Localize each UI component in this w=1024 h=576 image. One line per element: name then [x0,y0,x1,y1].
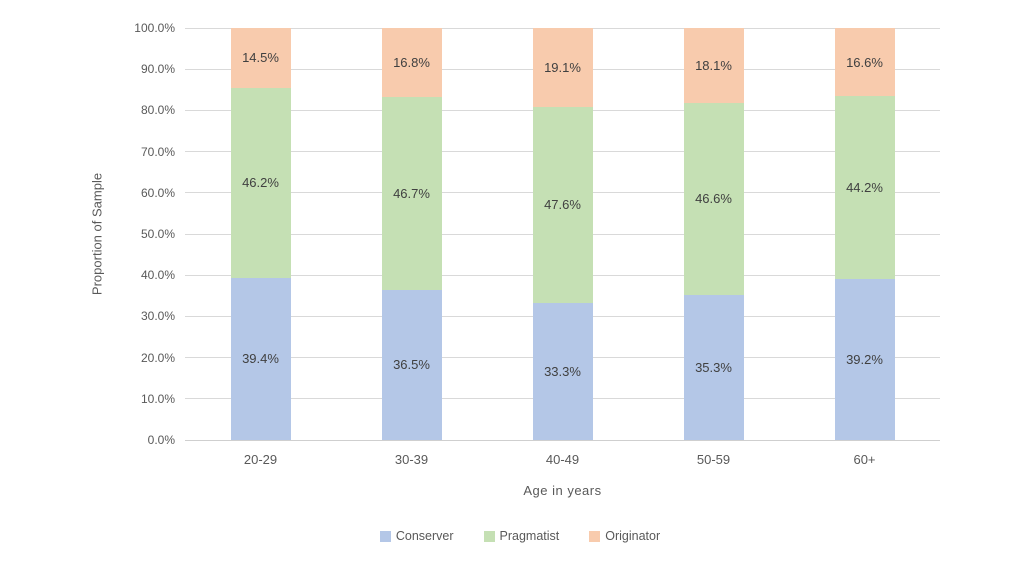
y-tick-label: 50.0% [140,227,175,241]
data-label: 47.6% [544,197,581,213]
segment-originator-50-59: 18.1% [683,28,744,103]
y-axis-title: Proportion of Sample [89,172,105,296]
segment-pragmatist-20-29: 46.2% [230,87,291,278]
x-tick-label-40-49: 40-49 [545,452,580,467]
segment-conserver-40-49: 33.3% [532,302,593,440]
y-tick-label: 70.0% [140,144,175,159]
data-label: 46.7% [393,185,430,201]
gridline [185,27,940,29]
data-label: 46.6% [695,191,732,207]
y-tick-label: 90.0% [140,62,175,77]
legend-swatch-icon [483,530,495,542]
legend-label: Originator [605,529,661,543]
segment-conserver-30-39: 36.5% [381,289,442,440]
data-label: 35.3% [695,359,732,375]
x-tick-label-30-39: 30-39 [394,452,429,467]
bar-50-59: 35.3% 46.6% 18.1% [683,28,744,440]
y-tick-label: 10.0% [140,391,175,406]
data-label: 16.6% [846,54,883,70]
data-label: 46.2% [242,175,279,191]
data-label: 39.4% [242,351,279,367]
y-tick-label: 40.0% [140,268,175,283]
data-label: 36.5% [393,357,430,373]
bar-30-39: 36.5% 46.7% 16.8% [381,28,442,440]
y-tick-label: 20.0% [140,350,175,365]
x-tick-label-50-59: 50-59 [696,452,731,467]
legend-item-originator: Originator [589,529,660,543]
bar-60-: 39.2% 44.2% 16.6% [834,28,895,440]
legend: Conserver Pragmatist Originator [100,529,940,543]
legend-item-pragmatist: Pragmatist [483,529,560,543]
x-axis-title: Age in years [523,483,602,498]
y-tick-label: 100.0% [134,21,175,35]
plot-area: 39.4% 46.2% 14.5% 36.5% 46.7% 16.8% 33.3% 47.6%… [185,27,940,441]
segment-originator-20-29: 14.5% [230,28,291,88]
legend-item-conserver: Conserver [379,529,454,543]
data-label: 44.2% [846,179,883,195]
segment-originator-40-49: 19.1% [532,28,593,107]
y-tick-label: 0.0% [147,433,175,447]
data-label: 39.2% [846,351,883,367]
segment-pragmatist-50-59: 46.6% [683,102,744,295]
bar-20-29: 39.4% 46.2% 14.5% [230,28,291,440]
segment-pragmatist-30-39: 46.7% [381,97,442,290]
y-tick-label: 30.0% [140,309,175,324]
y-tick-label: 80.0% [140,103,175,118]
segment-pragmatist-60-: 44.2% [834,96,895,279]
segment-conserver-20-29: 39.4% [230,277,291,440]
segment-conserver-60-: 39.2% [834,278,895,440]
data-label: 33.3% [544,363,581,379]
data-label: 19.1% [544,59,581,75]
data-label: 16.8% [393,55,430,71]
x-tick-label-60-: 60+ [853,452,876,467]
legend-label: Pragmatist [499,529,560,543]
x-tick-label-20-29: 20-29 [243,452,278,467]
data-label: 14.5% [242,50,279,66]
segment-pragmatist-40-49: 47.6% [532,106,593,303]
legend-swatch-icon [379,530,391,542]
x-axis-line [185,439,940,441]
y-tick-label: 60.0% [140,185,175,200]
segment-originator-60-: 16.6% [834,28,895,97]
bar-40-49: 33.3% 47.6% 19.1% [532,28,593,440]
legend-label: Conserver [395,529,454,543]
legend-swatch-icon [589,530,601,542]
data-label: 18.1% [695,57,732,73]
segment-originator-30-39: 16.8% [381,28,442,98]
segment-conserver-50-59: 35.3% [683,294,744,440]
